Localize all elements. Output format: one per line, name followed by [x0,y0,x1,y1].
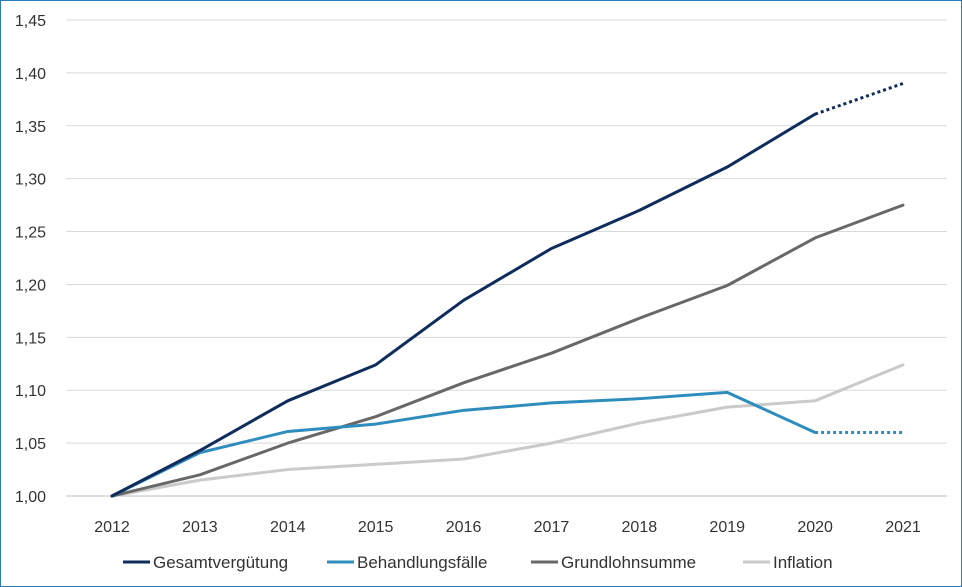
y-tick-label: 1,15 [15,330,46,347]
series-line-Inflation [110,363,905,498]
y-tick-label: 1,40 [15,66,46,83]
x-axis-tick-labels: 2012 2013 2014 2015 2016 2017 2018 2019 2020 2021 [94,519,921,536]
y-tick-label: 1,20 [15,277,46,294]
x-tick-label: 2021 [885,519,921,536]
x-tick-label: 2020 [797,519,833,536]
legend-label: Behandlungsfälle [357,553,487,572]
y-tick-label: 1,35 [15,119,46,136]
x-tick-label: 2012 [94,519,130,536]
legend-label: Inflation [773,553,833,572]
legend: Gesamtvergütung Behandlungsfälle Grundlohn… [123,553,833,572]
y-tick-label: 1,00 [15,489,46,506]
y-tick-label: 1,30 [15,172,46,189]
x-tick-label: 2018 [622,519,658,536]
y-tick-label: 1,05 [15,436,46,453]
x-tick-label: 2019 [709,519,745,536]
y-axis-tick-labels: 1,00 1,05 1,10 1,15 1,20 1,25 1,30 1,35 1,40 1,45 [15,13,46,506]
legend-label: Grundlohnsumme [561,553,696,572]
x-tick-label: 2015 [358,519,394,536]
x-tick-label: 2017 [534,519,570,536]
series-line-Grundlohnsumme [110,203,905,498]
legend-item: Gesamtvergütung [123,553,288,572]
x-tick-label: 2013 [182,519,218,536]
series-line-Gesamtvergütung [110,112,817,498]
legend-item: Grundlohnsumme [531,553,696,572]
y-tick-label: 1,45 [15,13,46,30]
legend-item: Behandlungsfälle [327,553,487,572]
legend-label: Gesamtvergütung [153,553,288,572]
series-lines [110,82,905,498]
series-line-Behandlungsfälle [110,390,817,498]
y-tick-label: 1,25 [15,225,46,242]
y-tick-label: 1,10 [15,383,46,400]
x-tick-label: 2016 [446,519,482,536]
x-tick-label: 2014 [270,519,306,536]
series-projection-Gesamtvergütung [814,82,904,116]
legend-item: Inflation [743,553,833,572]
gridlines [66,19,947,444]
